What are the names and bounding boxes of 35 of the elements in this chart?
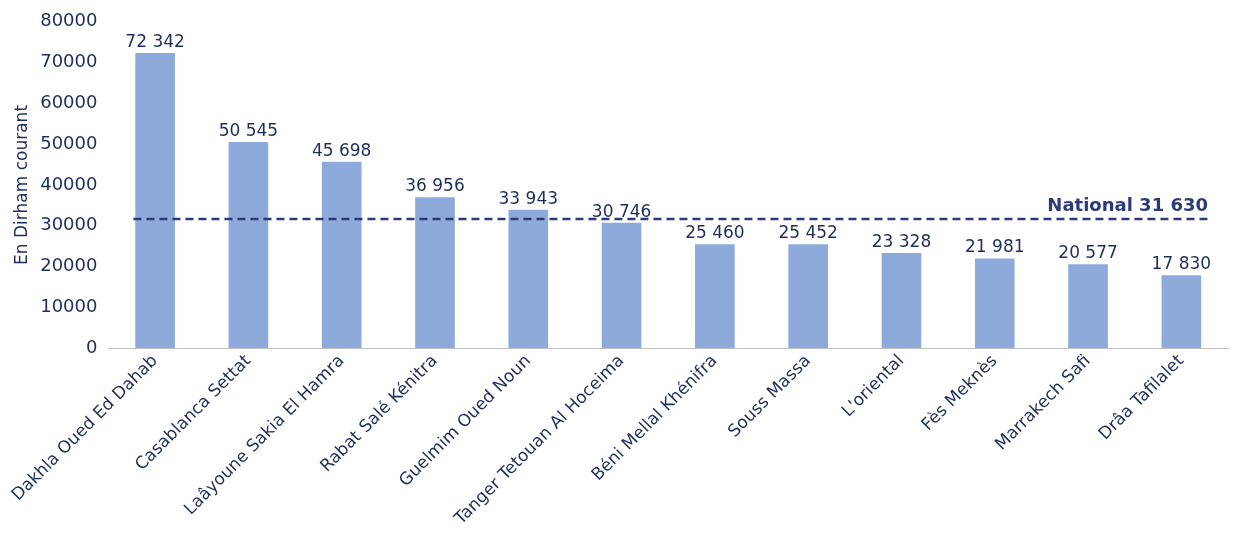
y-tick-label: 50000 <box>40 131 98 153</box>
bar <box>415 197 455 349</box>
y-tick-label: 60000 <box>40 91 98 113</box>
data-label: 25 460 <box>685 222 745 243</box>
data-label: 36 956 <box>405 175 465 196</box>
data-label: 17 830 <box>1151 253 1212 274</box>
data-label: 25 452 <box>778 222 838 243</box>
bar <box>881 252 922 349</box>
y-tick-label: 10000 <box>40 294 98 316</box>
y-tick-label: 70000 <box>40 50 98 72</box>
data-label: 72 342 <box>125 30 185 51</box>
y-tick-label: 20000 <box>40 254 98 276</box>
data-label: 45 698 <box>311 139 372 160</box>
data-label: 23 328 <box>871 230 932 251</box>
bar <box>508 209 549 349</box>
bar <box>788 244 828 349</box>
data-label: 21 981 <box>965 236 1025 257</box>
data-label: 20 577 <box>1058 242 1118 263</box>
data-label: 33 943 <box>498 187 559 208</box>
y-tick-label: 30000 <box>40 213 98 235</box>
y-tick-label: 40000 <box>40 172 98 194</box>
bar <box>1161 275 1202 349</box>
bar <box>321 161 362 349</box>
y-axis-title: En Dirham courant <box>11 104 32 265</box>
bar <box>1068 264 1108 349</box>
data-label: 30 746 <box>591 200 652 221</box>
y-tick-label: 80000 <box>40 9 98 31</box>
ref-line-label: National 31 630 <box>1047 193 1208 215</box>
data-label: 50 545 <box>218 119 279 140</box>
bar <box>695 244 735 349</box>
bar <box>228 141 269 349</box>
y-tick-label: 0 <box>85 335 98 357</box>
bar <box>601 222 642 349</box>
bar <box>135 53 175 349</box>
bar <box>974 258 1015 349</box>
